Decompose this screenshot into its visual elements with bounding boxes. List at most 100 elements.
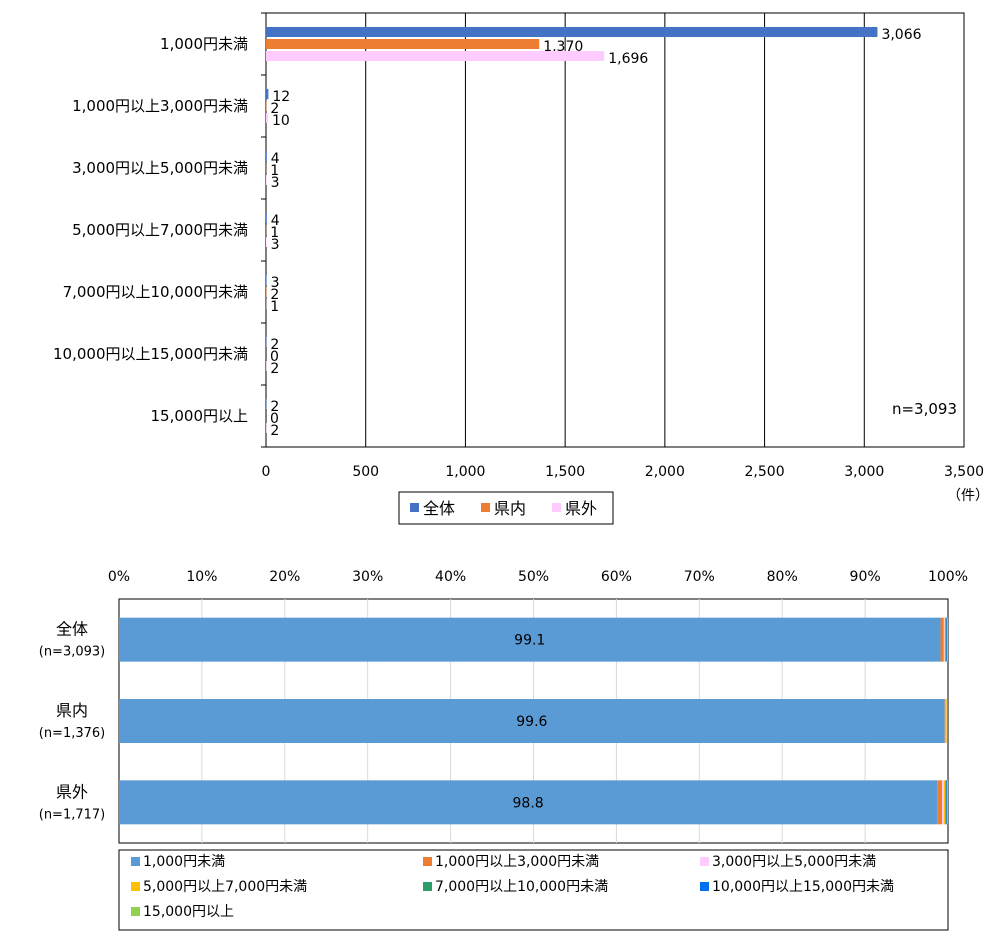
data-label-1: 1	[270, 225, 279, 241]
bar-1	[266, 237, 267, 247]
x-tick-label-2: 10%	[186, 569, 217, 585]
segment-2	[119, 780, 938, 825]
segment-2	[119, 617, 941, 662]
x-tick-label-1: 1,500	[545, 464, 585, 480]
legend-swatch-2	[423, 882, 432, 891]
segment-2	[945, 699, 947, 743]
segment-2	[946, 617, 948, 662]
data-label-1: 1	[270, 299, 279, 315]
segment-2	[944, 699, 946, 743]
data-label-1: 3	[271, 237, 280, 253]
legend-swatch-2	[700, 857, 709, 866]
legend-label-2: 1,000円未満	[143, 854, 225, 870]
x-tick-label-2: 30%	[352, 569, 383, 585]
segment-2	[119, 699, 945, 743]
x-tick-label-1: 3,500	[944, 464, 984, 480]
segment-2	[946, 780, 948, 825]
segment-2	[947, 617, 948, 662]
x-tick-label-2: 60%	[601, 569, 632, 585]
data-label-1: 2	[270, 337, 279, 353]
x-tick-label-1: 1,000	[445, 464, 485, 480]
category-note-2: (n=3,093)	[39, 645, 106, 660]
data-label-1: 4	[271, 213, 280, 229]
data-label-1: 2	[270, 361, 279, 377]
data-label-1: 12	[272, 89, 290, 105]
bar-1	[266, 51, 605, 61]
legend-label-2: 15,000円以上	[143, 904, 234, 920]
legend-label-2: 7,000円以上10,000円未満	[435, 879, 608, 895]
x-tick-label-2: 20%	[269, 569, 300, 585]
x-tick-label-1: 3,000	[844, 464, 884, 480]
category-label-1: 1,000円以上3,000円未満	[72, 97, 248, 115]
category-label-1: 3,000円以上5,000円未満	[72, 159, 248, 177]
x-tick-label-2: 100%	[928, 569, 968, 585]
data-label-1: 3	[271, 275, 280, 291]
bar-1	[266, 89, 269, 99]
x-tick-label-1: 2,000	[645, 464, 685, 480]
category-label-1: 10,000円以上15,000円未満	[53, 345, 248, 363]
category-note-2: (n=1,717)	[39, 807, 106, 822]
bar-1	[266, 113, 268, 123]
legend-swatch-1	[410, 503, 419, 512]
legend-label-2: 1,000円以上3,000円未満	[435, 854, 599, 870]
segment-2	[947, 780, 948, 825]
bar-1	[266, 39, 540, 49]
category-label-2: 全体	[56, 620, 88, 639]
legend-label-2: 10,000円以上15,000円未満	[712, 879, 894, 895]
data-label-1: 2	[270, 101, 279, 117]
bar-1	[266, 27, 878, 37]
legend-label-1: 全体	[423, 499, 455, 518]
legend-swatch-2	[131, 907, 140, 916]
data-label-1: 2	[270, 399, 279, 415]
data-label-2: 99.1	[514, 633, 545, 649]
data-label-1: 1	[270, 163, 279, 179]
category-label-1: 5,000円以上7,000円未満	[72, 221, 248, 239]
legend-swatch-1	[481, 503, 490, 512]
x-tick-label-1: 500	[352, 464, 379, 480]
segment-2	[942, 780, 944, 825]
x-tick-label-2: 50%	[518, 569, 549, 585]
data-label-1: 0	[270, 411, 279, 427]
category-label-2: 県内	[56, 701, 88, 720]
data-label-1: 1,696	[608, 51, 648, 67]
x-tick-label-1: 2,500	[745, 464, 785, 480]
x-tick-label-1: 0	[262, 464, 271, 480]
plot-area-1	[265, 12, 965, 448]
legend-label-2: 3,000円以上5,000円未満	[712, 854, 876, 870]
segment-2	[940, 617, 944, 662]
x-unit-label: （件）	[947, 488, 989, 504]
segment-2	[943, 780, 946, 825]
x-tick-label-2: 0%	[108, 569, 130, 585]
category-label-1: 1,000円未満	[160, 35, 248, 53]
x-tick-label-2: 40%	[435, 569, 466, 585]
x-tick-label-2: 90%	[850, 569, 881, 585]
data-label-1: 0	[270, 349, 279, 365]
category-label-1: 7,000円以上10,000円未満	[63, 283, 248, 301]
annotation-n: n=3,093	[892, 400, 957, 418]
legend-box-2	[118, 849, 949, 931]
segment-2	[945, 780, 947, 825]
legend-label-1: 県内	[494, 499, 526, 518]
segment-2	[943, 617, 945, 662]
bar-1	[266, 151, 267, 161]
data-label-2: 98.8	[513, 795, 544, 811]
segment-2	[944, 617, 946, 662]
data-label-1: 3,066	[881, 27, 921, 43]
data-label-2: 99.6	[516, 714, 547, 730]
category-label-1: 15,000円以上	[151, 407, 249, 425]
bar-1	[266, 175, 267, 185]
legend-swatch-1	[552, 503, 561, 512]
x-tick-label-2: 70%	[684, 569, 715, 585]
data-label-1: 10	[272, 113, 290, 129]
segment-2	[945, 617, 947, 662]
category-note-2: (n=1,376)	[39, 726, 106, 741]
data-label-1: 4	[271, 151, 280, 167]
segment-2	[947, 699, 948, 743]
segment-2	[946, 699, 948, 743]
legend-swatch-2	[423, 857, 432, 866]
segment-2	[937, 780, 943, 825]
bar-1	[266, 275, 267, 285]
data-label-1: 2	[270, 423, 279, 439]
legend-swatch-2	[700, 882, 709, 891]
